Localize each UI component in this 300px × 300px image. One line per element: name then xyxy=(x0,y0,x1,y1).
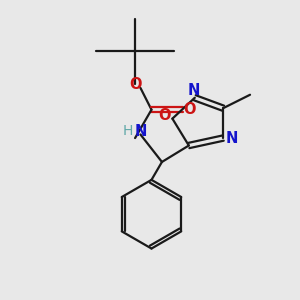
Text: N: N xyxy=(188,83,200,98)
Text: N: N xyxy=(225,130,238,146)
Text: O: O xyxy=(159,108,171,123)
Text: H: H xyxy=(122,124,133,139)
Text: O: O xyxy=(129,77,141,92)
Text: N: N xyxy=(134,124,147,139)
Text: O: O xyxy=(183,102,196,117)
